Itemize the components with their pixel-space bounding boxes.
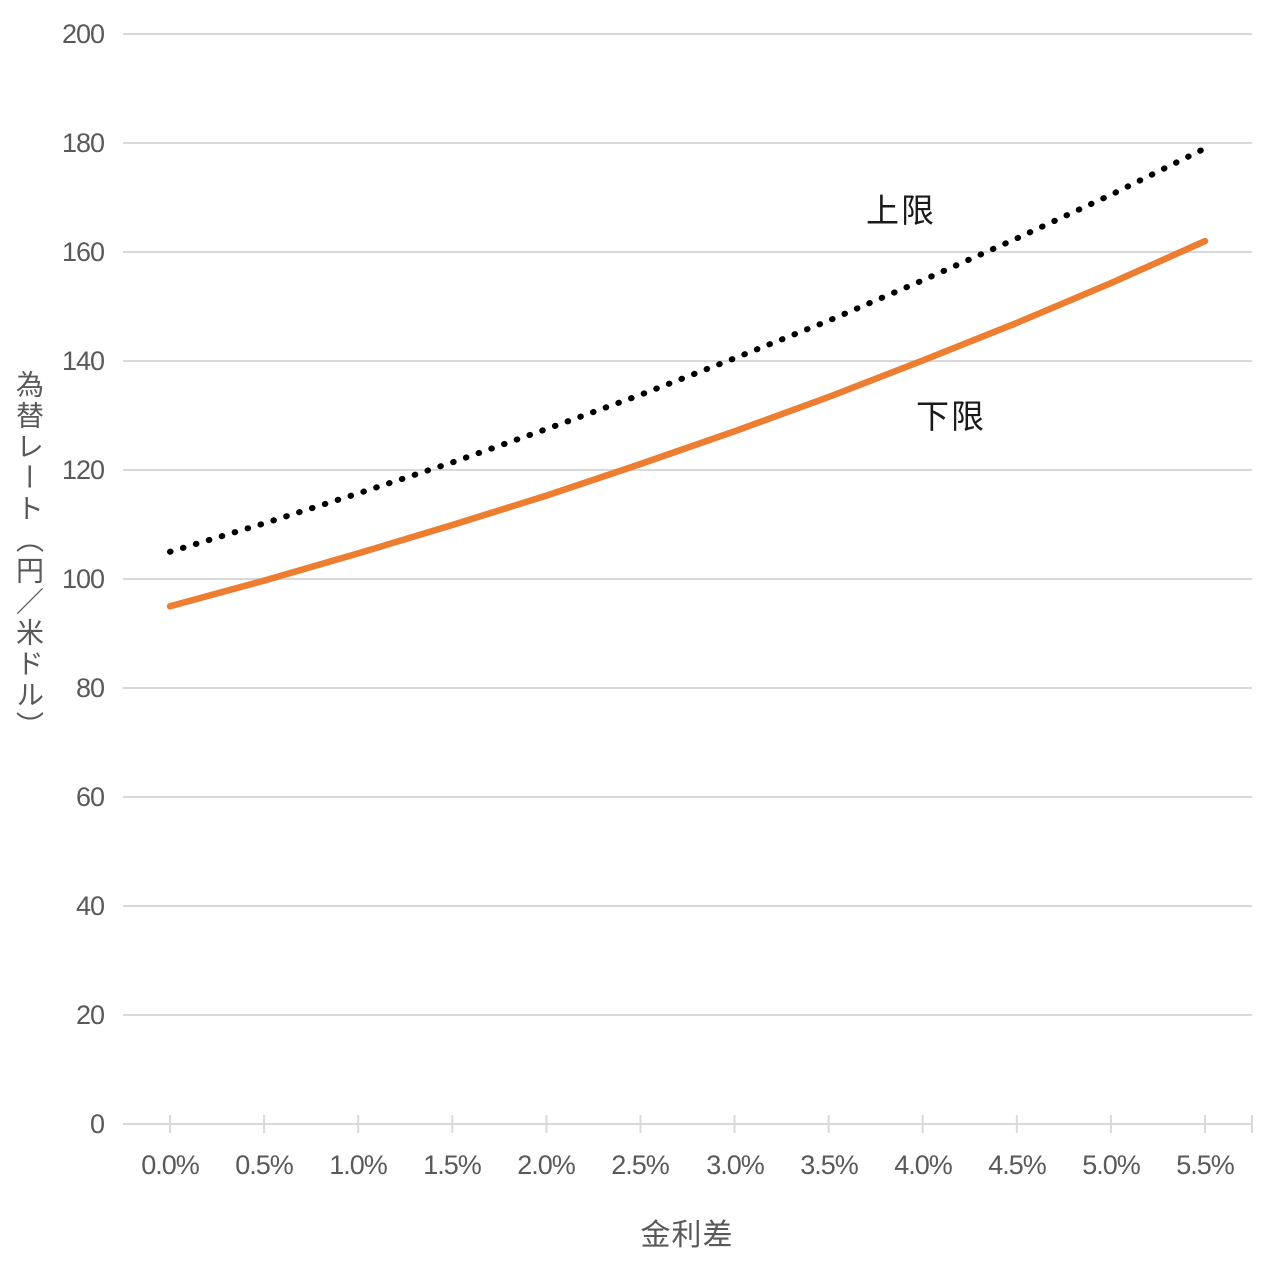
y-axis-tick-label: 20 xyxy=(75,1000,105,1030)
x-axis-tick-label: 3.0% xyxy=(706,1150,765,1180)
x-axis-tick-label: 0.5% xyxy=(235,1150,294,1180)
y-axis-title: 為替レート（円／米ドル） xyxy=(13,370,44,742)
y-axis-tick-label: 0 xyxy=(89,1109,105,1139)
x-axis-title: 金利差 xyxy=(640,1219,734,1252)
y-axis-tick-label: 160 xyxy=(61,237,105,267)
x-axis-tick-label: 4.0% xyxy=(894,1150,953,1180)
series-label-lower-bound: 下限 xyxy=(916,398,986,435)
x-axis-tick-label: 5.5% xyxy=(1176,1150,1235,1180)
y-axis-tick-label: 180 xyxy=(61,128,105,158)
x-axis-tick-label: 1.5% xyxy=(423,1150,482,1180)
x-axis-tick-label: 0.0% xyxy=(141,1150,200,1180)
x-axis-tick-label: 2.0% xyxy=(517,1150,576,1180)
x-axis-tick-label: 5.0% xyxy=(1082,1150,1141,1180)
x-axis-tick-label: 3.5% xyxy=(800,1150,859,1180)
y-axis-tick-label: 120 xyxy=(61,455,105,485)
y-axis-tick-label: 40 xyxy=(75,891,105,921)
series-label-upper-bound: 上限 xyxy=(866,192,936,229)
y-axis-tick-label: 80 xyxy=(75,673,105,703)
y-axis-tick-label: 100 xyxy=(61,564,105,594)
y-axis-tick-label: 200 xyxy=(61,19,105,49)
y-axis-tick-label: 60 xyxy=(75,782,105,812)
x-axis-tick-label: 1.0% xyxy=(329,1150,388,1180)
y-axis-tick-label: 140 xyxy=(61,346,105,376)
x-axis-tick-label: 2.5% xyxy=(611,1150,670,1180)
x-axis-tick-label: 4.5% xyxy=(988,1150,1047,1180)
